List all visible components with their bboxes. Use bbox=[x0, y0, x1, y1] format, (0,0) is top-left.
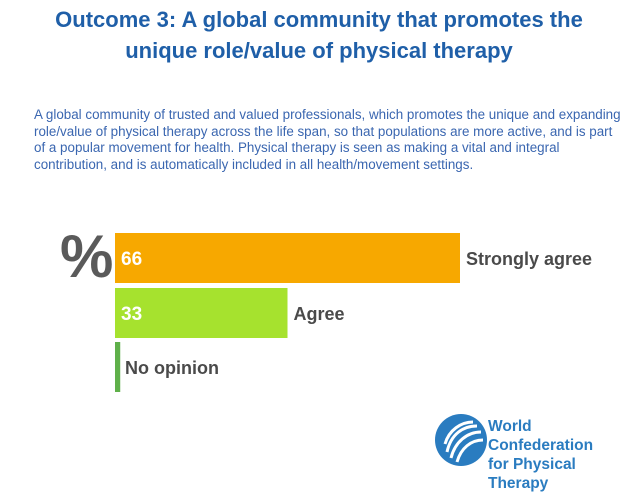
logo-line2: for Physical Therapy bbox=[488, 456, 576, 492]
logo-line1: World Confederation bbox=[488, 418, 594, 454]
category-label: Agree bbox=[294, 304, 345, 324]
category-label: Strongly agree bbox=[466, 249, 592, 269]
bar-no-opinion bbox=[115, 342, 121, 392]
value-label: 33 bbox=[121, 304, 142, 325]
bar-chart: 66 Strongly agree 33 Agree 1No opinion bbox=[115, 233, 592, 392]
value-label: 66 bbox=[121, 249, 142, 270]
slide-title-line2: unique role/value of physical therapy bbox=[125, 38, 513, 63]
bar-strongly-agree bbox=[115, 233, 460, 283]
percent-axis-label: % bbox=[60, 223, 113, 290]
wcpt-logo-text: World Confederation for Physical Therapy bbox=[488, 417, 638, 493]
bar-agree bbox=[115, 288, 288, 338]
value-label: 1 bbox=[121, 358, 132, 379]
wcpt-logo-icon bbox=[435, 414, 487, 466]
slide-title-line1: Outcome 3: A global community that promo… bbox=[55, 7, 583, 32]
slide-description: A global community of trusted and valued… bbox=[34, 107, 621, 172]
category-label: No opinion bbox=[125, 358, 219, 378]
slide-title: Outcome 3: A global community that promo… bbox=[0, 4, 638, 66]
